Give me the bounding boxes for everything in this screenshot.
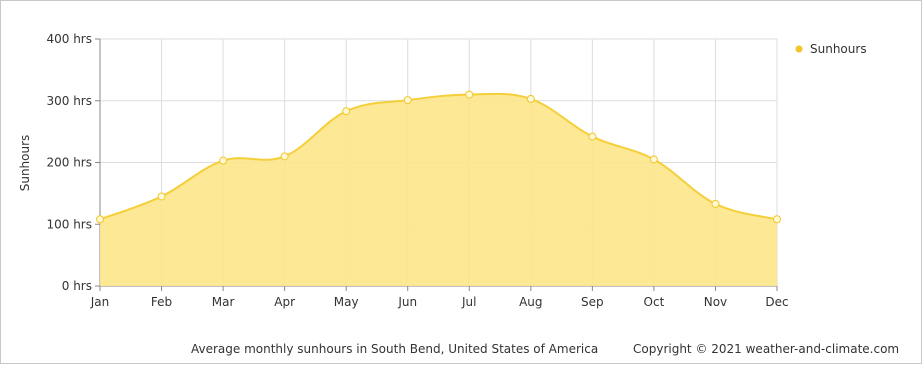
data-point-jul[interactable] (465, 90, 474, 99)
data-point-mar[interactable] (219, 156, 228, 165)
data-point-jun[interactable] (403, 96, 412, 105)
data-point-apr[interactable] (280, 152, 289, 161)
data-point-jan[interactable] (96, 215, 104, 224)
y-tick-label: 0 hrs (62, 279, 92, 293)
data-point-feb[interactable] (157, 192, 166, 201)
footer-copyright: Copyright © 2021 weather-and-climate.com (633, 342, 899, 356)
x-tick-label-mar: Mar (212, 295, 235, 309)
series-area (99, 92, 778, 287)
y-tick-label: 200 hrs (46, 156, 92, 170)
x-tick-label-apr: Apr (274, 295, 295, 309)
x-axis-ticks: Jan Feb Mar Apr May Jun Jul Aug Sep Oct Nov Dec (90, 286, 789, 309)
sunhours-line (99, 92, 778, 221)
x-tick-label-sep: Sep (581, 295, 604, 309)
y-tick-label: 300 hrs (46, 94, 92, 108)
sunhours-area-fill (100, 93, 777, 287)
data-point-sep[interactable] (588, 132, 597, 141)
x-tick-label-aug: Aug (519, 295, 542, 309)
data-point-dec[interactable] (773, 215, 781, 224)
x-tick-label-jan: Jan (90, 295, 110, 309)
legend-label: Sunhours (810, 42, 867, 56)
x-tick-label-may: May (334, 295, 359, 309)
x-tick-label-nov: Nov (704, 295, 727, 309)
y-tick-label: 100 hrs (46, 217, 92, 231)
data-point-oct[interactable] (649, 155, 658, 164)
x-tick-label-jul: Jul (461, 295, 476, 309)
x-tick-label-feb: Feb (151, 295, 172, 309)
data-point-aug[interactable] (526, 94, 535, 103)
x-tick-label-jun: Jun (397, 295, 417, 309)
data-points (96, 90, 781, 224)
y-axis-ticks: 0 hrs 100 hrs 200 hrs 300 hrs 400 hrs (46, 32, 100, 293)
y-tick-label: 400 hrs (46, 32, 92, 46)
legend-marker (795, 45, 803, 53)
x-tick-label-oct: Oct (644, 295, 665, 309)
footer-caption: Average monthly sunhours in South Bend, … (191, 342, 598, 356)
data-point-nov[interactable] (711, 199, 720, 208)
x-tick-label-dec: Dec (765, 295, 788, 309)
data-point-may[interactable] (342, 107, 351, 116)
legend[interactable]: Sunhours (795, 42, 867, 56)
y-axis-label: Sunhours (18, 135, 32, 192)
